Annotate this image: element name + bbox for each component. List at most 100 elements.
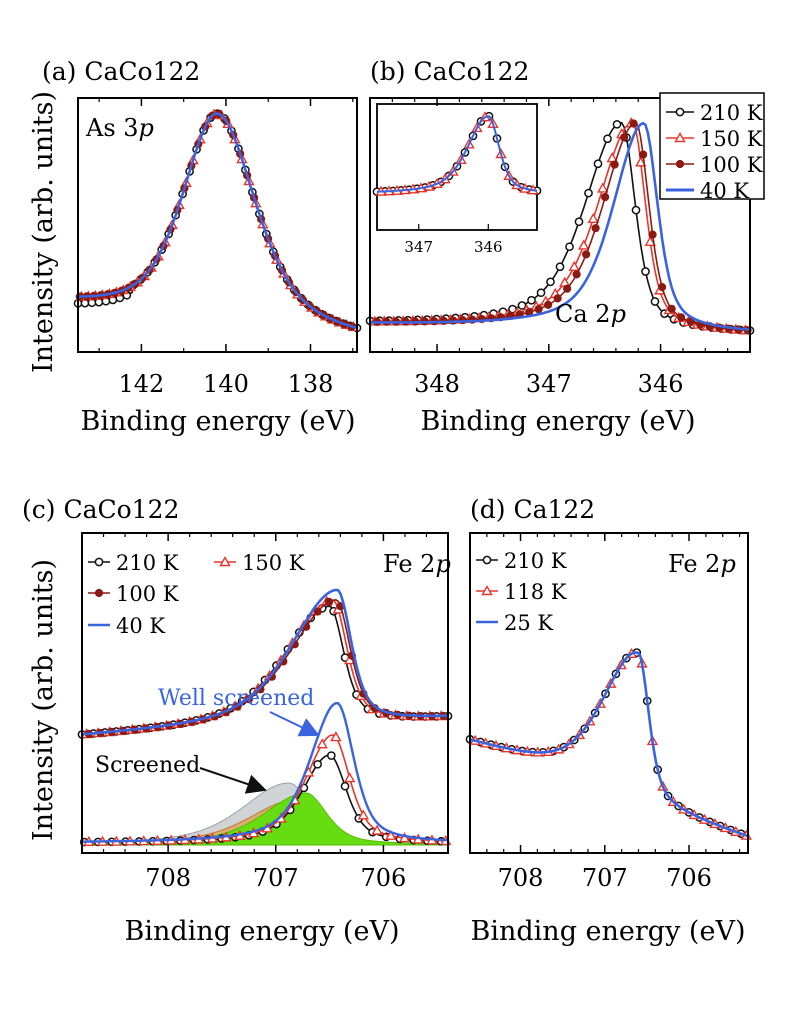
panel-d-line-210k — [469, 651, 749, 837]
panel-b-point-210k — [546, 277, 555, 287]
panel-b-point-150k — [597, 182, 609, 193]
legend-d-swatch-marker — [481, 585, 493, 596]
panel-b-point-100k — [658, 283, 667, 292]
panel-c-tick-label: 706 — [361, 864, 407, 892]
legend-top-label: 150 K — [700, 127, 763, 151]
panel-a-tick-label: 142 — [119, 370, 165, 398]
panel-b-tick-label: 348 — [414, 370, 460, 398]
panel-b-point-150k — [568, 260, 580, 271]
panel-b-point-210k — [565, 242, 574, 252]
panel-c-lower-point-210k — [313, 759, 322, 769]
panel-a: (a) CaCo122 As 3p 142 140 138 Binding ener… — [42, 57, 362, 437]
panel-d-tick-label: 708 — [498, 864, 544, 892]
panel-c-lower-point-150k — [343, 772, 356, 783]
panel-c-upper-line-40k — [81, 588, 449, 736]
panel-d-tick-label: 706 — [666, 864, 712, 892]
panel-b-point-100k — [544, 300, 553, 309]
panel-c-tick-label: 707 — [253, 864, 299, 892]
panel-b-line-40k — [370, 121, 751, 331]
panel-b-point-100k — [572, 270, 581, 279]
panel-c-lower-point-150k — [385, 829, 397, 840]
panel-b-point-100k — [620, 133, 629, 142]
panel-a-tick-label: 138 — [288, 370, 334, 398]
legend-d-label: 118 K — [504, 580, 567, 604]
panel-b: (b) CaCo122 347 346 Ca 2p 348 347 346 Bindi… — [365, 57, 765, 437]
panel-b-point-210k — [641, 267, 650, 276]
legend-c-label: 100 K — [116, 582, 179, 606]
panel-b-point-210k — [536, 288, 546, 298]
panel-c-upper-point-100k — [324, 597, 334, 606]
panel-c-lower-point-150k — [330, 731, 342, 742]
panel-c-lower-point-210k — [326, 751, 336, 760]
panel-c-lower-line-40k — [82, 701, 449, 843]
panel-b-xlabel: Binding energy (eV) — [421, 406, 696, 437]
legend-d: 210 K 118 K 25 K — [476, 549, 567, 635]
legend-top-label: 100 K — [700, 153, 763, 177]
panel-d-frame — [469, 532, 749, 854]
panel-c-lower-point-210k — [340, 781, 350, 791]
panel-b-inset-tick-label: 346 — [474, 238, 503, 256]
panel-c-lower-point-150k — [357, 809, 370, 820]
legend-top-label: 40 K — [700, 179, 749, 203]
panel-b-point-100k — [648, 230, 657, 239]
panel-b-point-100k — [667, 304, 676, 313]
panel-b-frame — [369, 97, 751, 353]
panel-c-lower-point-150k — [398, 832, 411, 843]
panel-c: (c) CaCo122 Fe 2p 210 K 150 K 100 K 40 K We… — [22, 495, 453, 947]
legend-c-swatch-marker — [94, 557, 104, 567]
panel-b-point-210k — [527, 295, 536, 305]
panel-b-point-150k — [635, 156, 647, 167]
panel-c-label: Fe 2p — [383, 550, 451, 578]
panel-d: (d) Ca122 Fe 2p 210 K 118 K 25 K 708 707 706… — [465, 495, 752, 947]
panel-b-point-210k — [593, 159, 603, 169]
panel-b-inset-tick-label: 347 — [404, 238, 433, 256]
panel-b-point-150k — [644, 235, 656, 246]
legend-c-swatch-marker — [219, 556, 231, 567]
panel-b-point-100k — [553, 294, 562, 303]
ylabel-bottom: Intensity (arb. units) — [28, 559, 59, 841]
panel-b-point-100k — [601, 192, 610, 202]
panel-a-xlabel: Binding energy (eV) — [81, 406, 356, 437]
panel-b-point-100k — [534, 305, 543, 314]
panel-a-line-40k — [78, 112, 358, 330]
panel-b-point-210k — [650, 297, 660, 306]
ylabel-top: Intensity (arb. units) — [28, 91, 59, 373]
panel-b-point-100k — [591, 224, 600, 233]
panel-c-lower-point-150k — [316, 738, 328, 749]
panel-b-point-150k — [578, 239, 590, 250]
panel-c-xlabel: Binding energy (eV) — [125, 916, 400, 947]
panel-b-point-210k — [603, 134, 612, 144]
arrow-screened — [199, 767, 267, 794]
panel-b-point-100k — [582, 250, 591, 259]
legend-d-label: 210 K — [504, 549, 567, 573]
panel-b-label: Ca 2p — [555, 300, 626, 328]
panel-b-point-210k — [555, 262, 565, 272]
panel-d-line-25k — [469, 651, 749, 838]
panel-b-point-100k — [677, 313, 686, 322]
panel-b-point-210k — [574, 217, 584, 227]
annotation-well-screened: Well screened — [158, 686, 314, 711]
panel-d-line-118k — [469, 651, 749, 837]
legend-d-swatch-marker — [482, 555, 492, 565]
panel-b-point-210k — [612, 119, 622, 129]
panel-d-label: Fe 2p — [668, 550, 736, 578]
panel-d-xlabel: Binding energy (eV) — [471, 916, 746, 947]
legend-c: 210 K 150 K 100 K 40 K — [88, 551, 305, 638]
panel-a-tag: (a) CaCo122 — [42, 57, 200, 86]
legend-d-label: 25 K — [504, 611, 553, 635]
panel-b-point-210k — [631, 205, 641, 215]
panel-a-label: As 3p — [85, 114, 154, 142]
panel-a-tick-label: 140 — [203, 370, 249, 398]
panel-b-point-150k — [587, 212, 599, 224]
panel-b-tick-label: 346 — [638, 370, 684, 398]
panel-b-tick-label: 347 — [526, 370, 572, 398]
panel-c-lower-point-150k — [371, 824, 383, 835]
legend-top-swatch-marker — [674, 132, 686, 143]
panel-b-point-100k — [629, 119, 638, 128]
panel-a-frame — [77, 97, 358, 353]
panel-d-tag: (d) Ca122 — [470, 495, 595, 524]
annotation-screened: Screened — [95, 753, 200, 778]
panel-b-point-210k — [517, 301, 527, 310]
